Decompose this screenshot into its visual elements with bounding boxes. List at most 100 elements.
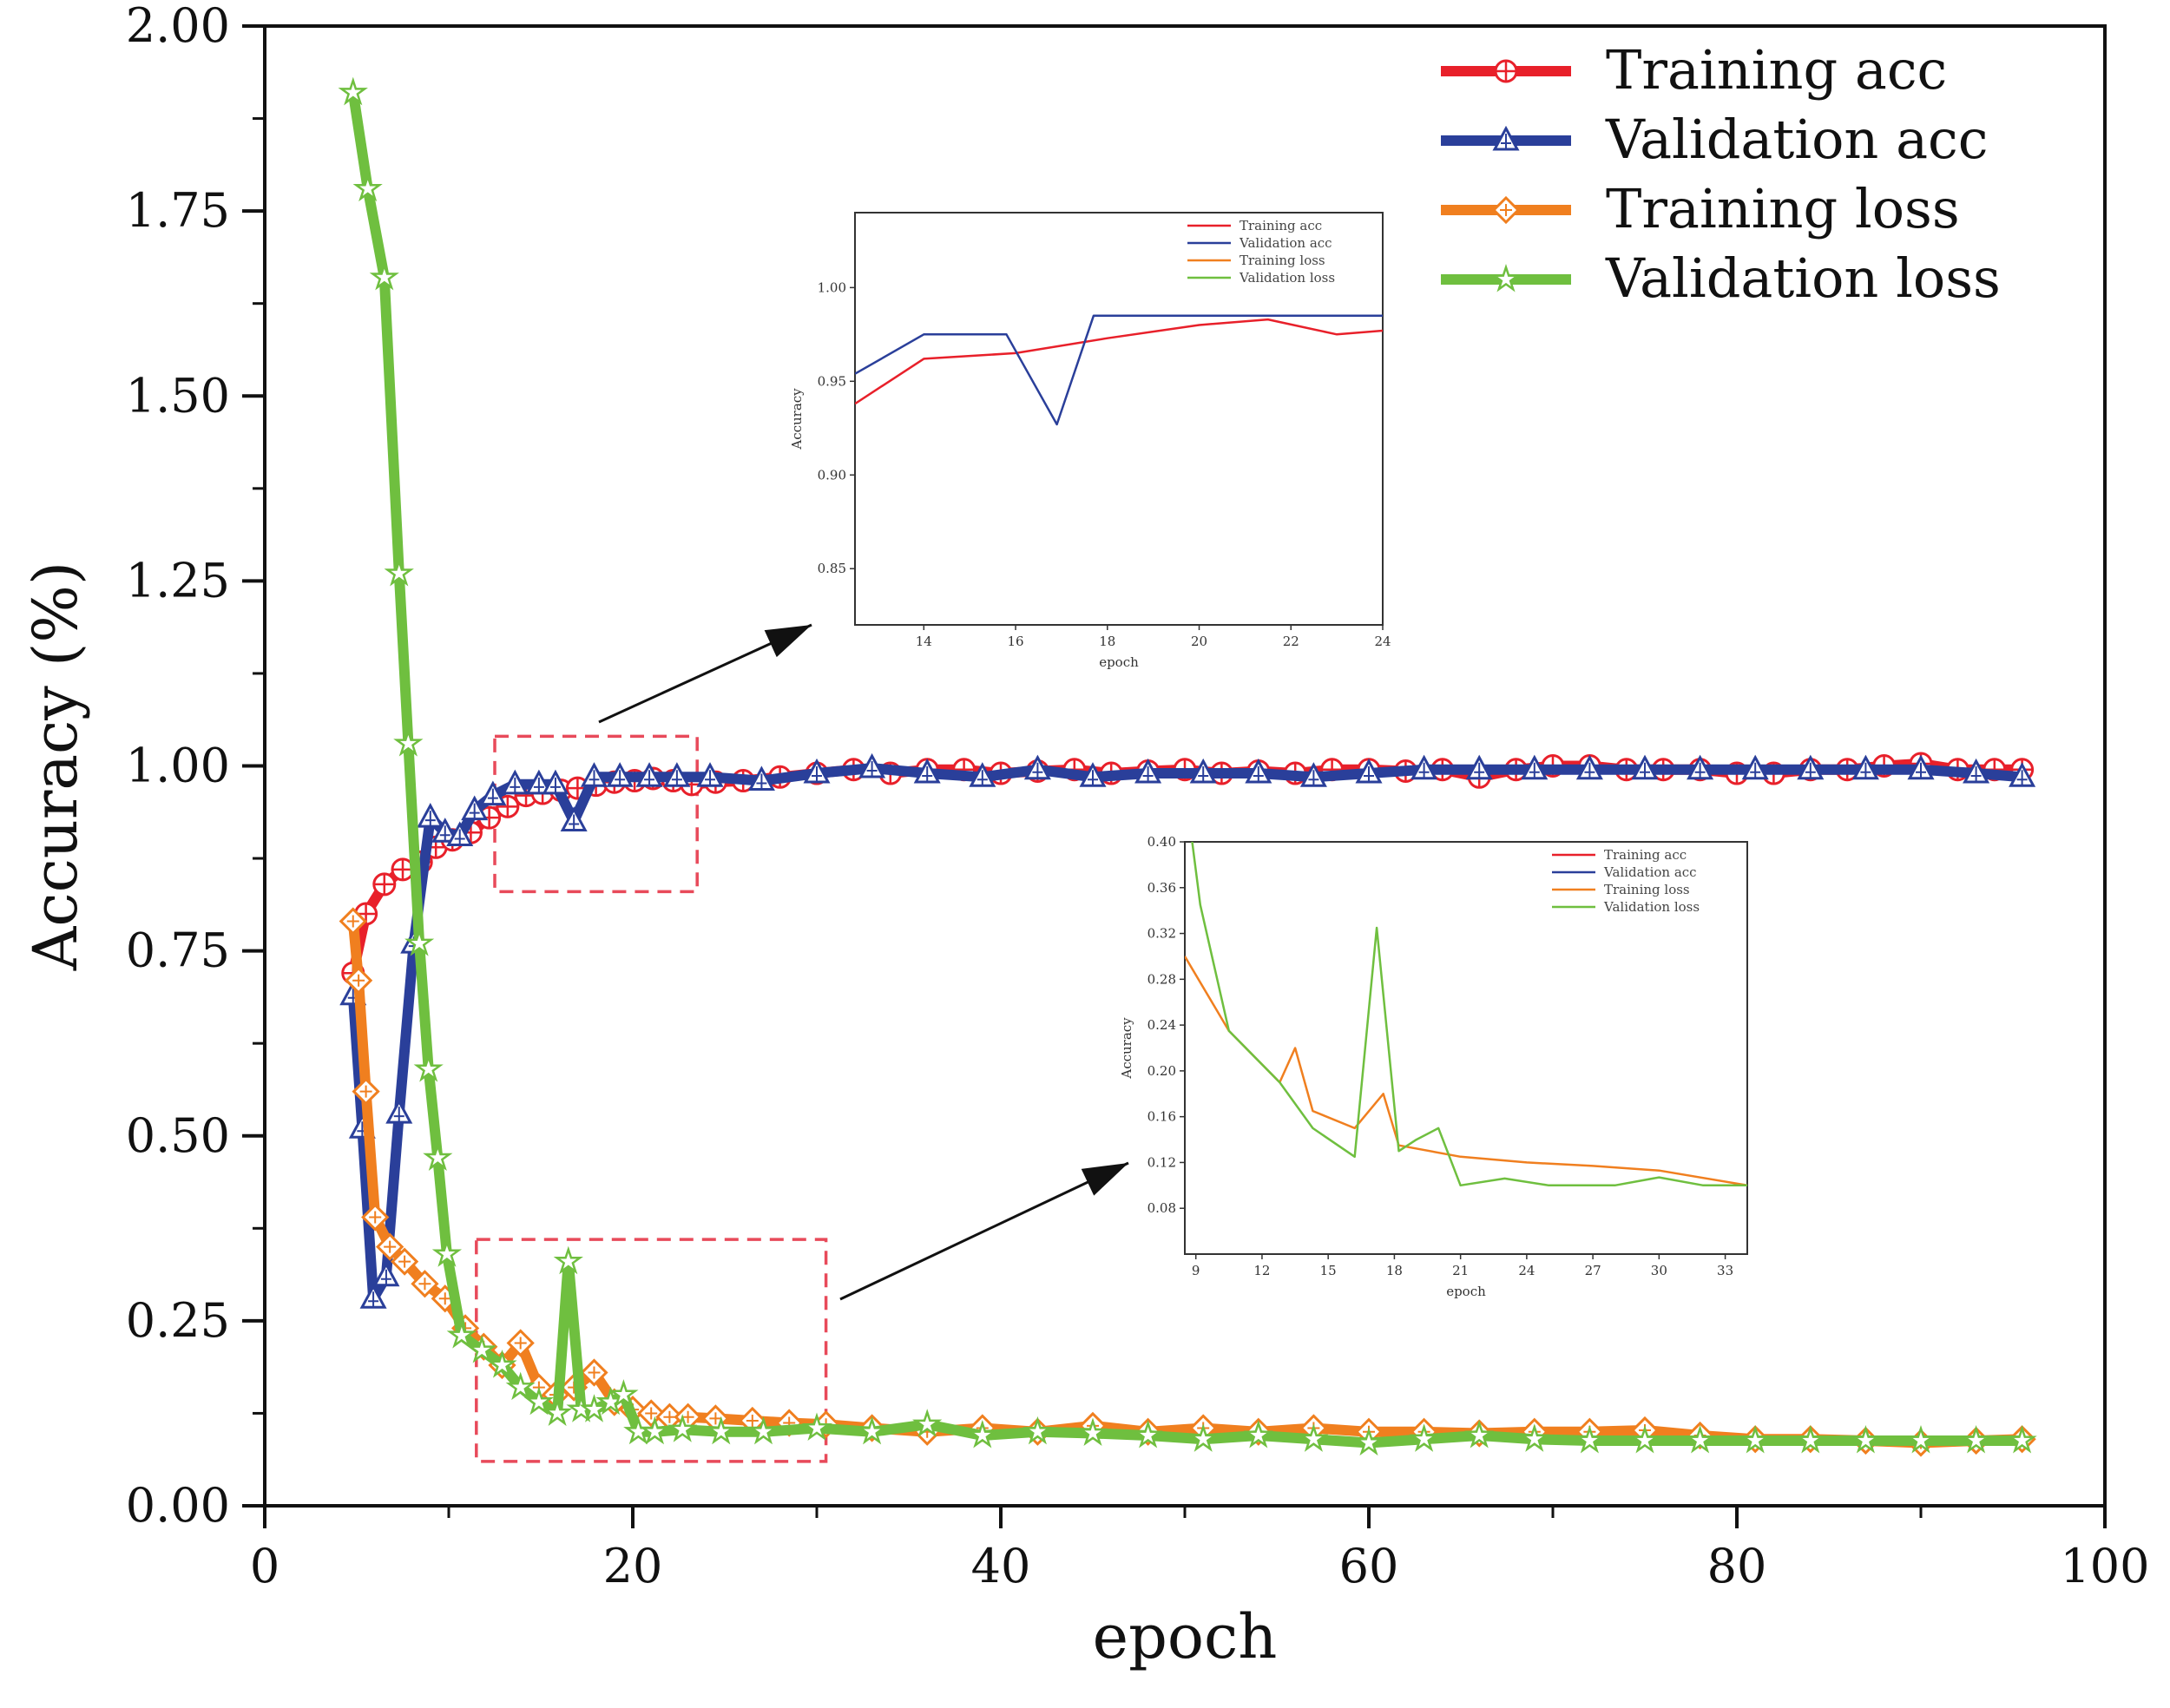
legend-label: Validation acc xyxy=(1605,108,1988,171)
inset-series-validation-loss xyxy=(1191,842,1747,1187)
data-point-marker xyxy=(1795,1425,1825,1454)
data-point-marker-cross xyxy=(1142,766,1154,782)
inset-legend-label: Training loss xyxy=(1240,253,1325,268)
data-point-marker-cross xyxy=(373,873,395,895)
zoom-highlight-box xyxy=(493,734,699,894)
data-point-marker-cross xyxy=(615,770,626,785)
data-point-marker-cross xyxy=(1032,762,1043,778)
data-point-marker-cross xyxy=(380,1269,391,1284)
inset-y-tick-label: 0.85 xyxy=(818,561,846,576)
data-point-marker-cross xyxy=(533,777,544,792)
data-point-marker-cross xyxy=(1640,762,1650,778)
y-tick-label: 0.75 xyxy=(126,923,230,978)
y-tick-label: 0.50 xyxy=(126,1108,230,1163)
data-point-marker xyxy=(523,1386,555,1416)
legend-label: Training loss xyxy=(1606,177,1960,240)
data-point-marker-cross xyxy=(1529,762,1540,778)
inset-y-tick-label: 0.20 xyxy=(1147,1063,1176,1079)
data-point-marker xyxy=(384,557,414,587)
data-point-marker xyxy=(423,1142,453,1171)
data-point-marker xyxy=(912,1409,943,1437)
data-point-marker-cross xyxy=(352,974,365,987)
data-point-marker xyxy=(1490,264,1522,292)
data-point-marker xyxy=(857,1416,887,1445)
x-tick-label: 80 xyxy=(1707,1539,1767,1593)
data-point-marker-cross xyxy=(487,788,498,804)
data-point-marker xyxy=(393,727,424,757)
data-point-marker-cross xyxy=(384,1240,397,1253)
y-axis-title: Accuracy (%) xyxy=(20,562,91,971)
inset-y-tick-label: 0.24 xyxy=(1147,1017,1176,1033)
inset-x-tick-label: 18 xyxy=(1386,1263,1403,1278)
data-point-marker-cross xyxy=(398,1255,411,1268)
series-validation-acc xyxy=(339,752,2036,1309)
data-point-marker xyxy=(1133,1420,1163,1449)
data-point-marker-cross xyxy=(681,1410,694,1423)
inset-plots: 14 16 18 20 22 24 0.85 0.90 0.95 1.00 epoch Accurac… xyxy=(789,212,1748,1299)
data-point-marker xyxy=(338,76,368,106)
x-tick-label: 0 xyxy=(250,1539,279,1593)
data-point-marker-cross xyxy=(1501,134,1511,148)
inset-y-tick-label: 0.16 xyxy=(1147,1109,1176,1125)
data-point-marker xyxy=(1299,1423,1329,1452)
data-point-marker-cross xyxy=(922,766,933,782)
data-point-marker-cross xyxy=(469,803,480,818)
inset-legend-label: Training acc xyxy=(1240,218,1322,233)
data-point-marker xyxy=(1464,1420,1495,1449)
data-point-marker-cross xyxy=(645,1407,658,1420)
y-tick-label: 1.25 xyxy=(126,553,230,608)
inset-y-tick-label: 1.00 xyxy=(818,279,846,295)
data-point-marker-cross xyxy=(644,770,655,785)
data-point-marker-cross xyxy=(1253,766,1264,782)
inset-x-tick-label: 21 xyxy=(1452,1263,1469,1278)
inset-frame xyxy=(854,212,1384,626)
data-point-marker-cross xyxy=(439,825,450,841)
data-point-marker xyxy=(446,1319,477,1349)
data-point-marker-cross xyxy=(454,829,465,844)
data-point-marker xyxy=(967,1420,997,1449)
data-point-marker-cross xyxy=(1088,770,1098,785)
inset-plot-1: 14 16 18 20 22 24 0.85 0.90 0.95 1.00 epoch Accurac… xyxy=(789,212,1391,670)
inset-x-tick-label: 15 xyxy=(1320,1263,1337,1278)
data-point-marker xyxy=(542,1397,573,1427)
inset-x-tick-label: 27 xyxy=(1585,1263,1601,1278)
annotation-arrow-head xyxy=(1081,1163,1128,1196)
data-point-marker xyxy=(1575,1425,1605,1454)
data-point-marker xyxy=(404,928,435,956)
data-point-marker xyxy=(1685,1425,1715,1454)
inset-y-axis-title: Accuracy xyxy=(1119,1017,1134,1080)
legend-label: Validation loss xyxy=(1605,246,2001,310)
inset-y-tick-label: 0.12 xyxy=(1147,1154,1176,1170)
y-tick-label: 1.75 xyxy=(126,183,230,238)
y-tick-label: 0.00 xyxy=(126,1478,230,1533)
data-point-marker-cross xyxy=(2016,770,2028,785)
data-point-marker xyxy=(487,1350,517,1378)
data-point-marker-cross xyxy=(1308,770,1319,785)
data-point-marker-cross xyxy=(424,811,436,826)
inset-x-tick-label: 30 xyxy=(1651,1263,1667,1278)
data-point-marker-cross xyxy=(1500,204,1512,216)
data-point-marker-cross xyxy=(663,1410,676,1423)
inset-y-tick-label: 0.32 xyxy=(1147,926,1176,942)
data-point-marker-cross xyxy=(1418,762,1430,778)
inset-x-axis-title: epoch xyxy=(1446,1284,1486,1299)
inset-series-group xyxy=(1185,842,1747,1187)
data-point-marker xyxy=(1353,1427,1384,1456)
data-point-marker xyxy=(640,1416,670,1445)
x-axis-title: epoch xyxy=(1093,1601,1278,1672)
y-tick-label: 1.00 xyxy=(126,739,230,793)
data-point-marker-cross xyxy=(671,770,682,785)
annotation-arrow-head xyxy=(764,625,812,658)
data-point-marker-cross xyxy=(359,1085,372,1098)
data-point-marker-cross xyxy=(866,761,878,777)
data-point-marker-cross xyxy=(1584,762,1595,778)
data-point-marker-cross xyxy=(514,1337,527,1350)
data-point-marker-cross xyxy=(569,814,580,830)
data-point-marker xyxy=(1740,1425,1771,1454)
data-point-marker-cross xyxy=(756,773,767,789)
data-point-marker xyxy=(466,1334,497,1363)
data-point-marker-cross xyxy=(1364,766,1374,782)
data-point-marker xyxy=(667,1414,698,1442)
data-point-marker-cross xyxy=(746,1414,759,1427)
